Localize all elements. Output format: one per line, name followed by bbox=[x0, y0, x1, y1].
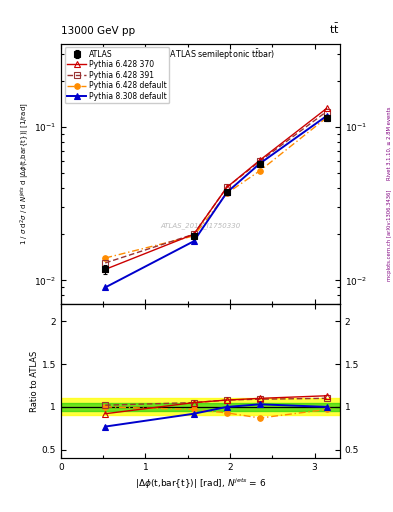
Pythia 6.428 default bbox=[224, 190, 229, 196]
Text: Rivet 3.1.10, ≥ 2.8M events: Rivet 3.1.10, ≥ 2.8M events bbox=[387, 106, 391, 180]
Pythia 6.428 370 bbox=[224, 184, 229, 190]
X-axis label: |$\Delta\phi$(t,bar{t})| [rad], $N^{jets}$ = 6: |$\Delta\phi$(t,bar{t})| [rad], $N^{jets… bbox=[135, 476, 266, 490]
Line: Pythia 8.308 default: Pythia 8.308 default bbox=[102, 113, 330, 291]
Pythia 6.428 370 bbox=[258, 157, 263, 163]
Y-axis label: 1 / $\sigma$ d$^2\sigma$ / d $N^{jets}$ d |$\Delta\phi$(t,bar{t})| [1/rad]: 1 / $\sigma$ d$^2\sigma$ / d $N^{jets}$ … bbox=[18, 102, 31, 245]
Pythia 6.428 default bbox=[191, 233, 196, 239]
Pythia 6.428 391 bbox=[224, 184, 229, 190]
Pythia 6.428 370 bbox=[191, 231, 196, 238]
Pythia 6.428 391 bbox=[103, 260, 108, 266]
Text: mcplots.cern.ch [arXiv:1306.3436]: mcplots.cern.ch [arXiv:1306.3436] bbox=[387, 190, 391, 281]
Text: 13000 GeV pp: 13000 GeV pp bbox=[61, 26, 135, 36]
Pythia 6.428 default bbox=[324, 115, 329, 121]
Pythia 6.428 391 bbox=[191, 231, 196, 238]
Text: t$\bar{\mathrm{t}}$: t$\bar{\mathrm{t}}$ bbox=[329, 22, 340, 36]
Pythia 8.308 default bbox=[191, 238, 196, 244]
Pythia 6.428 370 bbox=[103, 266, 108, 272]
Line: Pythia 6.428 370: Pythia 6.428 370 bbox=[102, 105, 330, 272]
Pythia 8.308 default bbox=[103, 284, 108, 290]
Bar bbox=[61, 398, 340, 415]
Pythia 8.308 default bbox=[324, 113, 329, 119]
Pythia 6.428 default bbox=[258, 167, 263, 174]
Text: $\Delta\phi$ (t$\bar{t}$bar) (ATLAS semileptonic t$\bar{t}$bar): $\Delta\phi$ (t$\bar{t}$bar) (ATLAS semi… bbox=[125, 48, 275, 62]
Bar bbox=[61, 402, 340, 411]
Text: ATLAS_2019_I1750330: ATLAS_2019_I1750330 bbox=[160, 223, 241, 229]
Pythia 8.308 default bbox=[224, 189, 229, 196]
Y-axis label: Ratio to ATLAS: Ratio to ATLAS bbox=[30, 351, 39, 412]
Pythia 6.428 391 bbox=[258, 158, 263, 164]
Pythia 6.428 default bbox=[103, 255, 108, 261]
Line: Pythia 6.428 391: Pythia 6.428 391 bbox=[102, 109, 330, 266]
Line: Pythia 6.428 default: Pythia 6.428 default bbox=[103, 115, 329, 261]
Legend: ATLAS, Pythia 6.428 370, Pythia 6.428 391, Pythia 6.428 default, Pythia 8.308 de: ATLAS, Pythia 6.428 370, Pythia 6.428 39… bbox=[65, 47, 169, 103]
Pythia 6.428 391 bbox=[324, 109, 329, 115]
Pythia 8.308 default bbox=[258, 160, 263, 166]
Pythia 6.428 370 bbox=[324, 105, 329, 112]
